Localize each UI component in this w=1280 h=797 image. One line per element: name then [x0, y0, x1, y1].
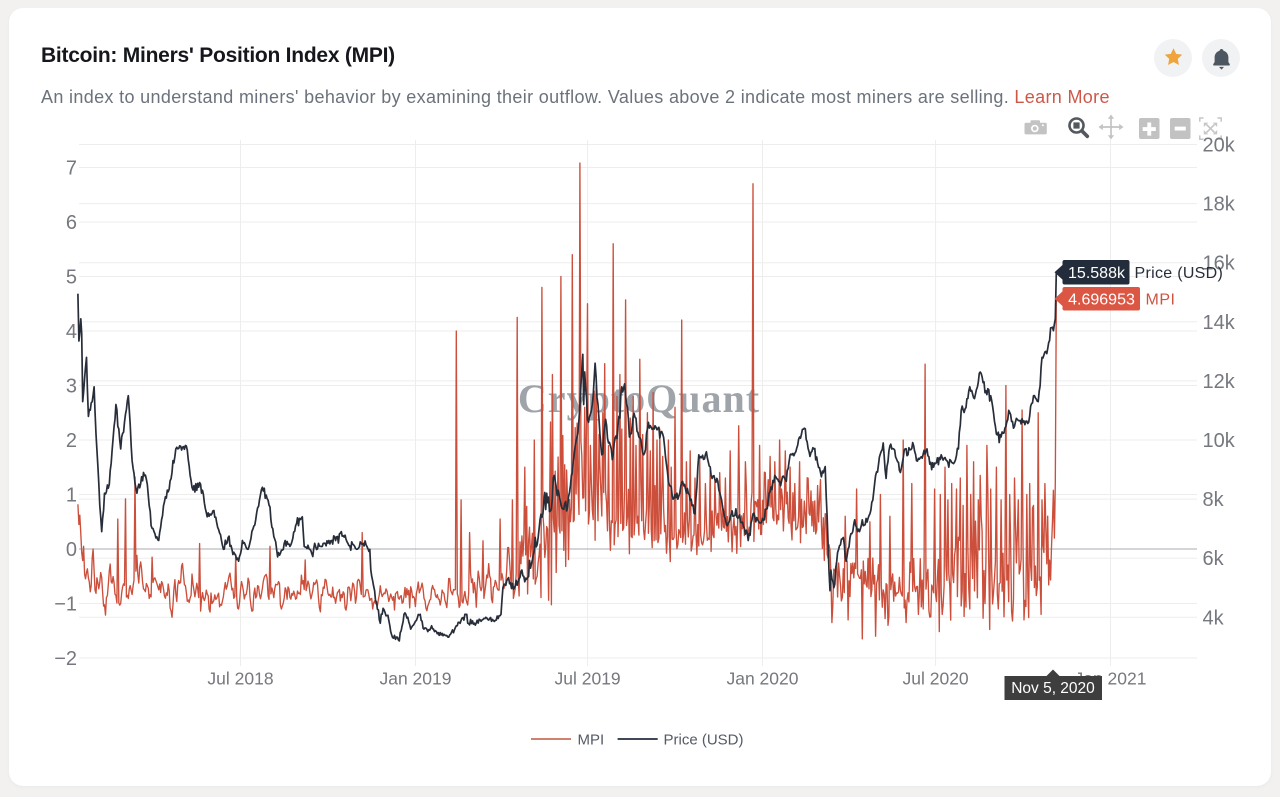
svg-text:6: 6	[66, 212, 77, 234]
svg-text:Price (USD): Price (USD)	[664, 732, 744, 749]
svg-text:Jan 2019: Jan 2019	[379, 669, 451, 689]
svg-text:MPI: MPI	[1146, 292, 1176, 309]
svg-text:−1: −1	[54, 594, 77, 616]
svg-text:1: 1	[66, 485, 77, 507]
svg-text:CryptoQuant: CryptoQuant	[518, 376, 760, 421]
svg-text:Jan 2020: Jan 2020	[726, 669, 798, 689]
svg-text:3: 3	[66, 376, 77, 398]
svg-text:Price (USD): Price (USD)	[1135, 265, 1224, 282]
svg-text:6k: 6k	[1203, 548, 1225, 570]
svg-text:Jul 2019: Jul 2019	[555, 669, 621, 689]
svg-text:20k: 20k	[1203, 135, 1236, 157]
svg-text:14k: 14k	[1203, 312, 1236, 334]
svg-text:10k: 10k	[1203, 430, 1236, 452]
svg-text:15.588k: 15.588k	[1068, 265, 1126, 282]
svg-text:Nov 5, 2020: Nov 5, 2020	[1011, 680, 1095, 697]
svg-text:16k: 16k	[1203, 253, 1236, 275]
svg-text:4.696953: 4.696953	[1068, 292, 1135, 309]
svg-text:4k: 4k	[1203, 607, 1225, 629]
svg-text:8k: 8k	[1203, 489, 1225, 511]
svg-text:MPI: MPI	[578, 732, 605, 749]
svg-text:7: 7	[66, 158, 77, 180]
svg-text:Jul 2018: Jul 2018	[207, 669, 273, 689]
svg-text:18k: 18k	[1203, 194, 1236, 216]
svg-text:4: 4	[66, 321, 77, 343]
svg-text:2: 2	[66, 430, 77, 452]
svg-text:0: 0	[66, 539, 77, 561]
svg-text:12k: 12k	[1203, 371, 1236, 393]
svg-text:5: 5	[66, 267, 77, 289]
svg-text:−2: −2	[54, 648, 77, 670]
svg-text:Jul 2020: Jul 2020	[903, 669, 969, 689]
